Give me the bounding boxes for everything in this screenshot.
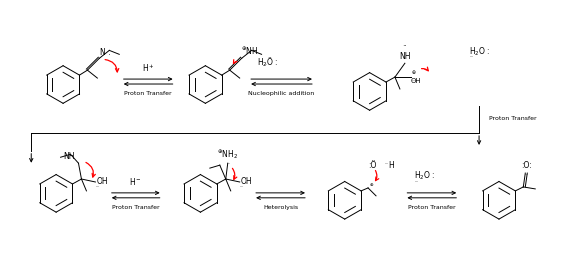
Text: ··: ·· [411, 78, 415, 84]
Text: H$_2$O :: H$_2$O : [415, 169, 436, 182]
Text: $^{\oplus}$NH$_2$: $^{\oplus}$NH$_2$ [217, 148, 238, 161]
Text: ··: ·· [415, 179, 419, 184]
Text: H: H [388, 161, 394, 170]
Text: H$^-$: H$^-$ [129, 176, 142, 188]
Text: $^{\oplus}$
OH: $^{\oplus}$ OH [411, 70, 421, 84]
Text: ··: ·· [227, 162, 231, 167]
Text: ··: ·· [384, 162, 388, 167]
Text: NH: NH [63, 152, 75, 161]
Text: ··: ·· [524, 172, 528, 177]
Text: $^{\oplus}$: $^{\oplus}$ [369, 184, 375, 188]
Text: H$_2$O :: H$_2$O : [469, 45, 490, 58]
Text: ··: ·· [469, 54, 473, 59]
Text: $^{\oplus}$NH: $^{\oplus}$NH [241, 46, 258, 57]
Text: H$^+$: H$^+$ [142, 62, 155, 74]
Text: N :: N : [101, 48, 111, 57]
Text: ··: ·· [95, 184, 99, 189]
Text: Proton Transfer: Proton Transfer [489, 116, 536, 121]
Text: H$_2$Ö :: H$_2$Ö : [258, 55, 279, 69]
Text: Proton Transfer: Proton Transfer [124, 92, 172, 97]
Text: :Ö: :Ö [367, 161, 376, 170]
Text: ··: ·· [263, 62, 267, 67]
Text: Heterolysis: Heterolysis [263, 205, 298, 210]
Text: ··
NH: ·· NH [399, 42, 411, 61]
Text: OH: OH [241, 177, 252, 186]
Text: OH: OH [97, 177, 108, 186]
Text: Proton Transfer: Proton Transfer [112, 205, 159, 210]
Text: :O:: :O: [521, 161, 532, 170]
Text: Nucleophilic addition: Nucleophilic addition [248, 92, 315, 97]
Text: ··: ·· [240, 184, 244, 189]
Text: Proton Transfer: Proton Transfer [408, 205, 455, 210]
